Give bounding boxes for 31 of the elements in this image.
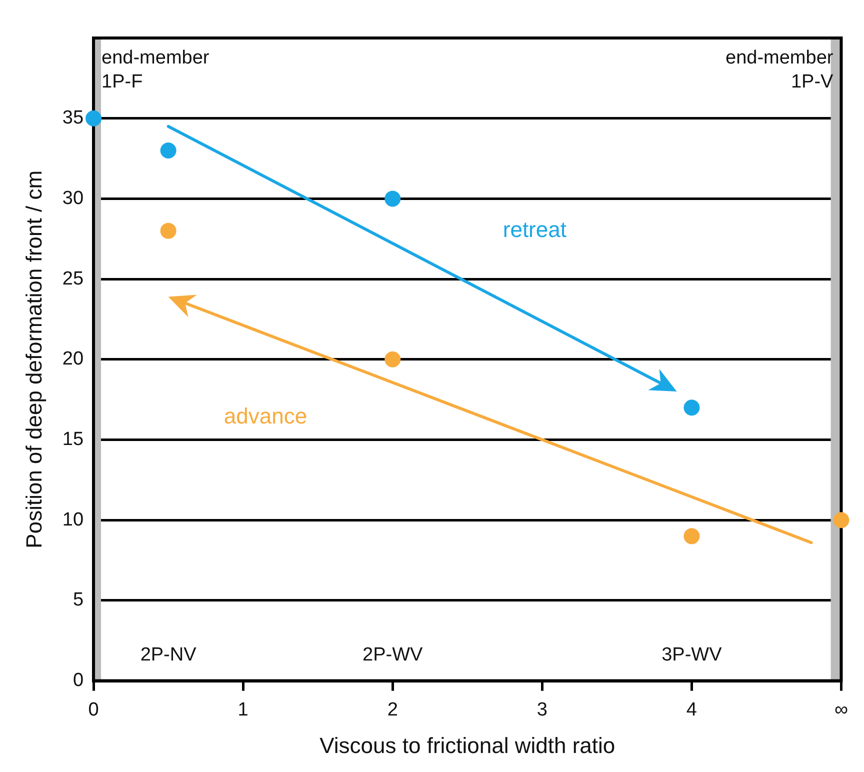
y-tick-label: 30 [62, 188, 84, 209]
annotation: 2P-WV [362, 644, 424, 666]
x-tick-label: 0 [88, 699, 99, 720]
y-tick-label: 0 [72, 670, 84, 692]
x-tick-label: 2 [387, 699, 398, 720]
annotation: end-member 1P-V [726, 47, 834, 92]
point [86, 110, 102, 126]
y-tick-label: 25 [62, 268, 84, 290]
y-tick-label: 10 [62, 509, 84, 530]
point [384, 351, 401, 368]
y-tick-label: 35 [62, 108, 84, 129]
point [160, 142, 176, 158]
annotation: end-member 1P-F [102, 47, 210, 92]
annotation: 2P-NV [140, 644, 197, 666]
x-tick-label: 3 [536, 699, 548, 720]
y-tick-label: 5 [72, 590, 84, 611]
annotation: 3P-WV [662, 644, 722, 666]
point [160, 222, 176, 239]
y-tick-label: 20 [62, 348, 84, 370]
point [833, 512, 850, 528]
y-tick-label: 15 [62, 428, 84, 450]
x-axis-title: Viscous to frictional width ratio [320, 732, 616, 758]
point [684, 400, 700, 416]
annotation: retreat [502, 216, 566, 242]
point [384, 190, 401, 207]
x-tick-label: ∞ [834, 699, 848, 720]
x-tick-label: 4 [686, 699, 698, 720]
y-axis-title: Position of deep deformation front / cm [21, 170, 46, 548]
x-tick-label: 1 [238, 699, 248, 720]
annotation: advance [224, 403, 308, 428]
point [684, 528, 700, 544]
